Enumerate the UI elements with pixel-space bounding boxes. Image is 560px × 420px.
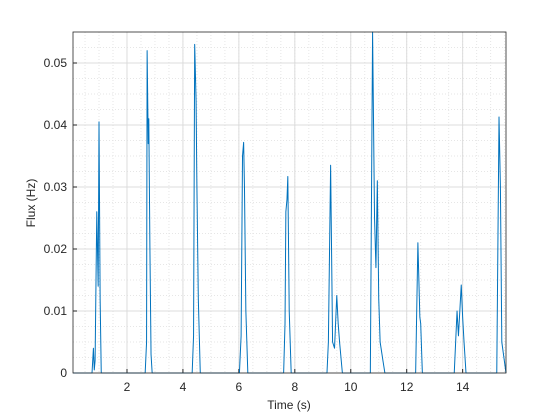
- y-tick-label: 0.05: [44, 56, 68, 70]
- x-tick-label: 2: [124, 380, 131, 394]
- y-tick-label: 0.04: [44, 118, 68, 132]
- y-tick-label: 0: [60, 366, 67, 380]
- x-tick-label: 10: [344, 380, 358, 394]
- x-tick-label: 6: [236, 380, 243, 394]
- x-tick-label: 4: [180, 380, 187, 394]
- x-tick-label: 8: [291, 380, 298, 394]
- y-tick-label: 0.01: [44, 304, 68, 318]
- data-line: [73, 31, 507, 374]
- y-tick-label: 0.03: [44, 180, 68, 194]
- x-axis-label: Time (s): [267, 398, 311, 412]
- x-tick-label: 12: [400, 380, 414, 394]
- axes-box: [72, 31, 507, 374]
- x-tick-label: 14: [456, 380, 470, 394]
- y-tick-label: 0.02: [44, 242, 68, 256]
- y-axis-label: Flux (Hz): [24, 179, 38, 228]
